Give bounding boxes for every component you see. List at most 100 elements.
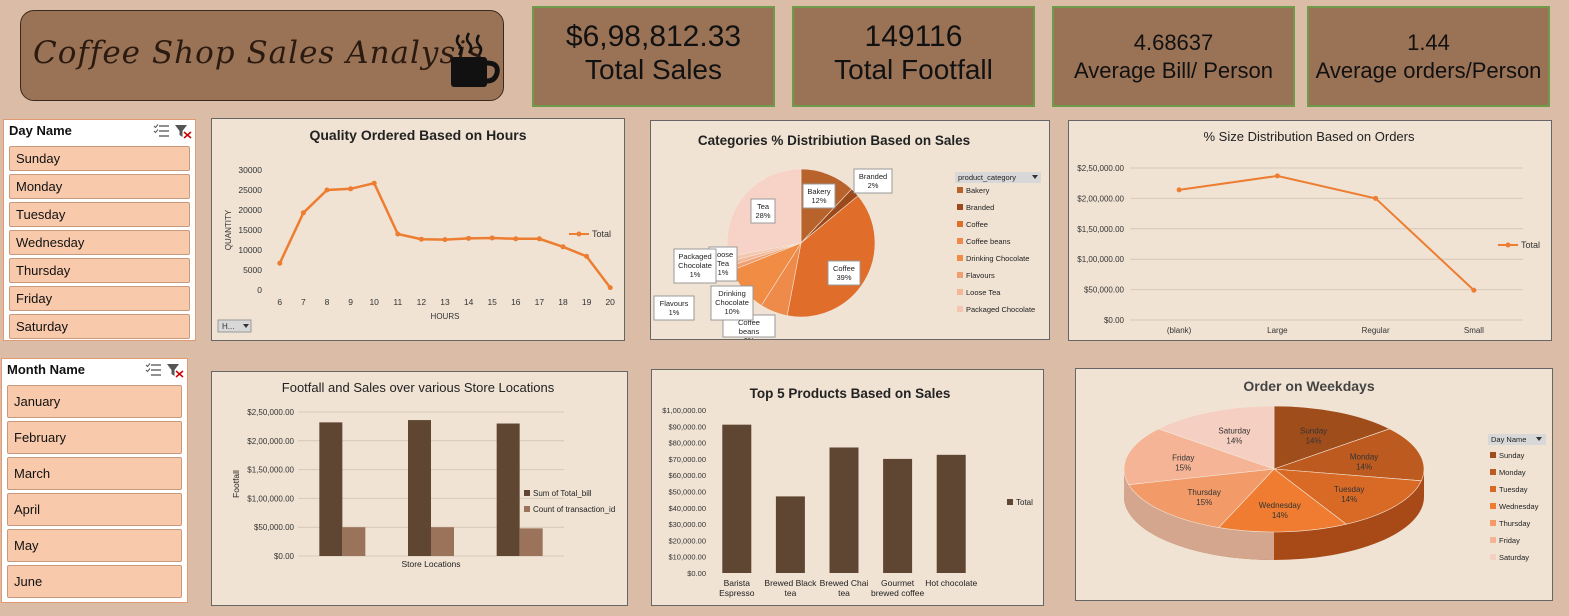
y-tick-label: $1,00,000.00 <box>1077 255 1124 264</box>
dropdown-arrow-icon <box>243 324 249 328</box>
y-tick-label: 20000 <box>238 205 262 215</box>
kpi-value: $6,98,812.33 <box>565 20 742 53</box>
multi-select-icon[interactable] <box>145 363 161 376</box>
slicer-item-friday[interactable]: Friday <box>9 286 190 311</box>
data-point <box>1176 187 1182 193</box>
legend-swatch <box>957 289 963 295</box>
x-axis-title: Store Locations <box>401 559 460 569</box>
x-tick-label: Brewed Black <box>764 578 817 588</box>
pie-depth-left <box>1124 469 1274 560</box>
legend-label: Total <box>1016 498 1033 507</box>
y-tick-label: 15000 <box>238 225 262 235</box>
slicer-item-january[interactable]: January <box>7 385 182 418</box>
bar <box>519 528 543 556</box>
slicer-item-saturday[interactable]: Saturday <box>9 314 190 339</box>
slice-percent: 14% <box>1306 437 1322 446</box>
day-name-slicer: Day Name Sunday Monday Tuesday Wednesday Thu… <box>3 119 196 341</box>
series-line <box>278 181 612 289</box>
callout-label: Chocolate <box>678 261 712 270</box>
slicer-item-thursday[interactable]: Thursday <box>9 258 190 283</box>
x-tick-label: brewed coffee <box>871 588 925 598</box>
legend-label: Tuesday <box>1499 485 1528 494</box>
slicer-item-february[interactable]: February <box>7 421 182 454</box>
multi-select-icon[interactable] <box>153 124 169 137</box>
slicer-item-may[interactable]: May <box>7 529 182 562</box>
series-line <box>1178 174 1475 291</box>
weekday-slice-tuesday <box>1273 468 1422 525</box>
legend-filter-button[interactable] <box>955 172 1041 183</box>
x-tick-label: tea <box>838 588 850 598</box>
bar <box>722 424 752 573</box>
weekday-slice-thursday <box>1128 468 1275 528</box>
data-point <box>1274 173 1280 179</box>
callout-percent: 28% <box>755 211 770 220</box>
legend-label: Flavours <box>966 271 995 280</box>
callout-percent: 39% <box>836 273 851 282</box>
y-tick-label: $50,000.00 <box>254 523 295 532</box>
data-point <box>489 235 495 241</box>
y-tick-label: $70,000.00 <box>668 455 706 464</box>
slicer-item-april[interactable]: April <box>7 493 182 526</box>
pie-slice-coffee <box>786 195 876 318</box>
callout-label: Tea <box>717 259 730 268</box>
x-tick-label: 7 <box>301 297 306 307</box>
clear-filter-icon[interactable] <box>167 364 184 378</box>
slicer-item-march[interactable]: March <box>7 457 182 490</box>
bar <box>408 420 431 556</box>
callout-box <box>802 183 836 209</box>
y-tick-label: $10,000.00 <box>668 553 706 562</box>
callout-label: Chocolate <box>715 298 749 307</box>
slicer-item-wednesday[interactable]: Wednesday <box>9 230 190 255</box>
slicer-item-monday[interactable]: Monday <box>9 174 190 199</box>
data-point <box>1373 195 1379 201</box>
legend-swatch <box>1490 503 1496 509</box>
x-tick-label: 14 <box>464 297 474 307</box>
y-tick-label: $40,000.00 <box>668 504 706 513</box>
clear-filter-icon[interactable] <box>175 125 192 139</box>
callout-label: Tea <box>757 202 770 211</box>
hours-filter-button[interactable] <box>217 319 252 333</box>
x-tick-label: 20 <box>605 297 615 307</box>
legend-filter-button[interactable] <box>1488 434 1546 445</box>
y-tick-label: $1,00,000.00 <box>662 406 706 415</box>
legend-swatch <box>1490 537 1496 543</box>
slicer-item-tuesday[interactable]: Tuesday <box>9 202 190 227</box>
x-tick-label: 9 <box>348 297 353 307</box>
y-tick-label: $1,00,000.00 <box>247 494 294 503</box>
kpi-value: 149116 <box>864 20 963 53</box>
legend-title: Day Name <box>1491 435 1526 444</box>
x-tick-label: 12 <box>417 297 427 307</box>
filter-button-label: H... <box>222 322 234 331</box>
callout-percent: 10% <box>724 307 739 316</box>
y-tick-label: $0.00 <box>274 552 295 561</box>
legend-label: Packaged Chocolate <box>966 305 1035 314</box>
kpi-value: 4.68637 <box>1133 30 1214 55</box>
legend-swatch <box>1490 486 1496 492</box>
data-point <box>418 236 424 242</box>
data-point <box>324 187 330 193</box>
legend-label: Coffee <box>966 220 988 229</box>
callout-percent: 1% <box>669 308 680 317</box>
slicer-item-june[interactable]: June <box>7 565 182 598</box>
legend-label: Sunday <box>1499 451 1525 460</box>
callout-percent: 12% <box>811 196 826 205</box>
callout-label: Coffee <box>833 264 855 273</box>
callout-percent: 1% <box>690 270 701 279</box>
legend-swatch <box>1490 554 1496 560</box>
data-point <box>513 236 519 242</box>
slice-percent: 14% <box>1226 437 1242 446</box>
chart-title: Top 5 Products Based on Sales <box>750 386 951 401</box>
slicer-title: Month Name <box>7 362 85 377</box>
data-point <box>442 237 448 243</box>
y-tick-label: $50,000.00 <box>1084 286 1125 295</box>
x-tick-label: tea <box>784 588 796 598</box>
y-tick-label: $1,50,000.00 <box>247 466 294 475</box>
legend-swatch <box>957 255 963 261</box>
x-tick-label: 17 <box>535 297 545 307</box>
slicer-item-sunday[interactable]: Sunday <box>9 146 190 171</box>
bar <box>342 527 366 556</box>
x-tick-label: 13 <box>440 297 450 307</box>
chart-title: Order on Weekdays <box>1243 378 1374 394</box>
legend-label: Drinking Chocolate <box>966 254 1029 263</box>
weekday-slice-friday <box>1123 428 1275 485</box>
